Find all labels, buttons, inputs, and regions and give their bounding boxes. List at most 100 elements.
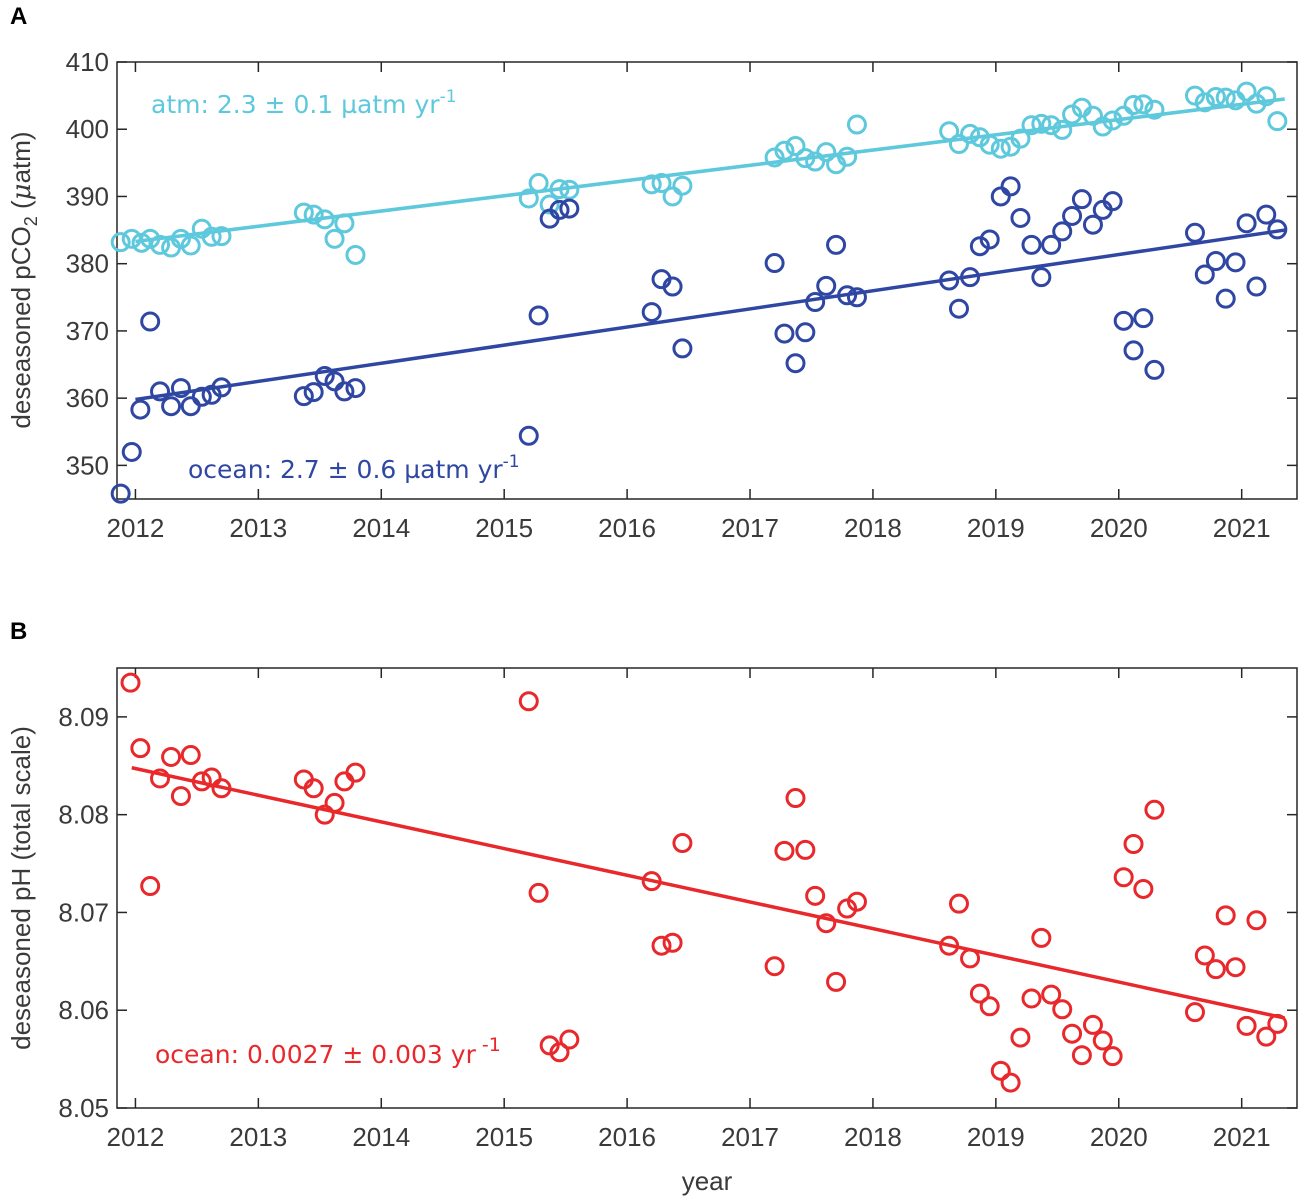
ocean-data-point [1133, 878, 1154, 899]
ocean-data-point [785, 788, 806, 809]
ocean-data-point [324, 792, 345, 813]
ocean-data-point [764, 253, 785, 274]
y-tick-label: 8.06 [58, 995, 109, 1025]
x-tick-label: 2017 [721, 513, 779, 543]
ocean-data-point [672, 833, 693, 854]
atm-trend-line [135, 97, 1285, 244]
x-tick-label: 2017 [721, 1122, 779, 1152]
atm-data-point [1102, 110, 1123, 131]
atm-data-point [990, 138, 1011, 159]
ocean-data-point [150, 381, 171, 402]
atm-data-point [334, 213, 355, 234]
atm-data-point [1113, 105, 1134, 126]
ocean-data-point [948, 893, 969, 914]
x-tick-label: 2019 [967, 513, 1025, 543]
ocean-data-point [1010, 1027, 1031, 1048]
ocean-data-point [518, 691, 539, 712]
ocean-data-point [816, 913, 837, 934]
panel-b-letter: B [10, 618, 27, 645]
ocean-data-point [672, 338, 693, 359]
ocean-data-point [334, 381, 355, 402]
ocean-data-point [1194, 264, 1215, 285]
ocean-data-point [345, 762, 366, 783]
ocean-data-point [130, 399, 151, 420]
ocean-data-point [1246, 910, 1267, 931]
ocean-data-point [345, 378, 366, 399]
y-tick-label: 8.08 [58, 800, 109, 830]
atm-data-point [672, 175, 693, 196]
atm-data-point [795, 148, 816, 169]
ocean-data-point [150, 768, 171, 789]
ocean-data-point [130, 738, 151, 759]
ocean-data-point [1123, 834, 1144, 854]
ocean-data-point [764, 956, 785, 977]
ocean-data-point [518, 425, 539, 446]
atm-data-point [1021, 115, 1042, 136]
atm-data-point [1082, 105, 1103, 126]
ocean-data-point [1113, 310, 1134, 331]
ocean-data-point [1236, 213, 1257, 234]
ocean-trend-line [135, 228, 1285, 402]
x-tick-label: 2015 [475, 1122, 533, 1152]
x-tick-label: 2021 [1213, 1122, 1271, 1152]
atm-trend-annotation: atm: 2.3 ± 0.1 µatm yr-1 [151, 87, 457, 119]
ocean-data-point [1205, 251, 1226, 272]
y-tick-label: 380 [66, 249, 109, 279]
ocean-data-point [795, 322, 816, 343]
atm-data-point [1144, 99, 1165, 120]
y-tick-label: 410 [66, 47, 109, 77]
ocean-data-point [170, 786, 191, 807]
ocean-ph-trend-annotation: ocean: 0.0027 ± 0.003 yr -1 [155, 1034, 501, 1069]
atm-data-point [651, 173, 672, 194]
y-tick-label: 350 [66, 450, 109, 480]
y-tick-label: 390 [66, 181, 109, 211]
ocean-data-point [1267, 1013, 1288, 1034]
atm-data-point [559, 179, 580, 200]
ocean-data-point [1256, 204, 1277, 225]
panel-a-trend-lines [135, 97, 1285, 402]
atm-data-point [110, 232, 131, 253]
x-tick-label: 2015 [475, 513, 533, 543]
ocean-data-point [1184, 1002, 1205, 1023]
ocean-data-point [1194, 945, 1215, 966]
atm-data-point [948, 134, 969, 155]
ocean-data-point [110, 483, 131, 504]
ocean-data-point [939, 270, 960, 291]
ocean-data-point [1256, 1026, 1277, 1047]
ocean-data-point [1031, 927, 1052, 948]
atm-data-point [211, 226, 232, 247]
atm-data-point [641, 174, 662, 195]
atm-data-point [549, 179, 570, 200]
ocean-data-point [201, 767, 222, 788]
ocean-data-point [816, 275, 837, 296]
atm-data-point [150, 234, 171, 255]
y-tick-label: 8.05 [58, 1093, 109, 1123]
ocean-data-point [211, 377, 232, 398]
atm-data-point [539, 194, 560, 215]
ocean-data-point [1031, 267, 1052, 288]
x-tick-label: 2013 [229, 513, 287, 543]
ocean-data-point [990, 186, 1011, 207]
x-tick-label: 2014 [352, 1122, 410, 1152]
panel-b-y-axis-label: deseasoned pH (total scale) [6, 726, 36, 1050]
ocean-data-point [211, 778, 232, 799]
atm-data-point [303, 204, 324, 225]
panel-a-y-axis-label: deseasoned pCO2 (μatm) [6, 131, 41, 428]
ocean-data-point [1246, 276, 1267, 297]
ocean-data-point [528, 882, 549, 903]
ocean-data-point [1071, 1045, 1092, 1066]
atm-data-point [1215, 87, 1236, 108]
panel-b-x-axis-label: year [682, 1166, 733, 1196]
x-tick-label: 2016 [598, 513, 656, 543]
atm-data-point [1031, 113, 1052, 134]
ocean-data-point [846, 891, 867, 912]
ocean-data-point [1062, 205, 1083, 226]
ocean-data-point [140, 876, 161, 897]
ocean-data-point [334, 771, 355, 792]
ocean-data-point [785, 353, 806, 374]
atm-data-point [662, 186, 683, 207]
ocean-data-point [979, 996, 1000, 1017]
ocean-data-point [191, 771, 212, 792]
atm-data-point [774, 140, 795, 161]
ocean-data-point [795, 839, 816, 860]
